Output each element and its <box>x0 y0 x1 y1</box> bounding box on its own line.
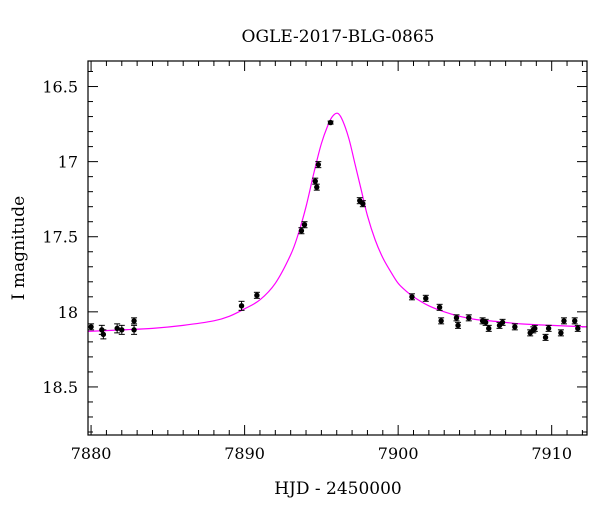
data-point <box>485 324 492 332</box>
data-marker <box>438 318 444 324</box>
plot-frame <box>87 60 588 436</box>
data-marker <box>409 294 415 300</box>
data-marker <box>455 322 461 329</box>
data-marker <box>301 222 308 228</box>
data-point <box>560 317 567 325</box>
axis-ticks <box>88 61 587 435</box>
data-marker <box>486 325 492 332</box>
chart-title: OGLE-2017-BLG-0865 <box>242 27 435 47</box>
data-point <box>114 323 121 334</box>
data-marker <box>238 303 245 309</box>
data-point <box>301 221 308 229</box>
data-marker <box>499 319 506 326</box>
data-marker <box>436 304 443 311</box>
data-point <box>408 293 415 301</box>
data-point <box>422 294 429 302</box>
data-marker <box>423 295 429 302</box>
data-point <box>88 323 95 331</box>
x-tick-label: 7880 <box>71 444 112 463</box>
data-point <box>131 324 138 335</box>
model-curve-layer <box>88 112 587 332</box>
data-marker <box>314 184 320 190</box>
data-point <box>131 317 138 325</box>
axis-tick-labels: 7880 7890 7900 7910 16.5 17 17.5 18 18.5 <box>42 78 572 463</box>
data-point <box>359 200 366 208</box>
data-point <box>327 119 334 126</box>
data-marker <box>114 325 120 332</box>
data-point <box>574 324 581 332</box>
data-point <box>545 324 552 332</box>
data-point <box>542 333 549 341</box>
data-point <box>531 324 538 332</box>
data-point <box>238 300 245 311</box>
data-marker <box>119 327 125 333</box>
data-point <box>557 329 564 337</box>
data-point <box>571 317 578 325</box>
data-marker <box>558 330 564 336</box>
y-tick-label: 17.5 <box>42 228 78 247</box>
data-marker <box>327 119 334 126</box>
data-marker <box>312 178 318 184</box>
data-point <box>453 314 460 322</box>
data-marker <box>453 315 460 321</box>
y-tick-label: 18 <box>58 303 78 322</box>
data-point <box>465 314 472 322</box>
data-marker <box>88 324 94 330</box>
data-marker <box>131 318 137 324</box>
data-point <box>312 177 319 185</box>
data-point <box>100 329 107 340</box>
data-point <box>511 323 518 331</box>
y-tick-label: 17 <box>58 153 78 172</box>
data-point <box>499 318 506 326</box>
x-tick-label: 7890 <box>224 444 265 463</box>
x-tick-label: 7910 <box>531 444 572 463</box>
data-points-layer <box>88 119 581 341</box>
data-marker <box>298 228 305 234</box>
data-marker <box>512 324 518 330</box>
x-axis-label: HJD - 2450000 <box>274 479 402 499</box>
data-point <box>436 303 443 311</box>
x-tick-label: 7900 <box>378 444 419 463</box>
y-tick-label: 18.5 <box>42 378 78 397</box>
data-marker <box>575 325 581 332</box>
data-marker <box>482 319 489 326</box>
data-marker <box>360 200 366 207</box>
data-marker <box>542 334 549 341</box>
data-marker <box>572 318 578 324</box>
data-marker <box>532 325 538 332</box>
data-marker <box>254 292 260 299</box>
data-marker <box>545 325 552 332</box>
model-curve <box>88 112 587 332</box>
data-point <box>313 183 320 191</box>
y-axis-label: I magnitude <box>9 196 29 300</box>
data-point <box>315 161 322 169</box>
y-tick-label: 16.5 <box>42 78 78 97</box>
data-marker <box>466 315 472 321</box>
data-marker <box>315 161 322 168</box>
data-marker <box>131 327 137 333</box>
data-marker <box>561 318 567 324</box>
data-point <box>118 324 125 335</box>
data-point <box>253 291 260 299</box>
data-marker <box>100 331 107 338</box>
data-point <box>438 317 445 325</box>
data-point <box>455 321 462 329</box>
